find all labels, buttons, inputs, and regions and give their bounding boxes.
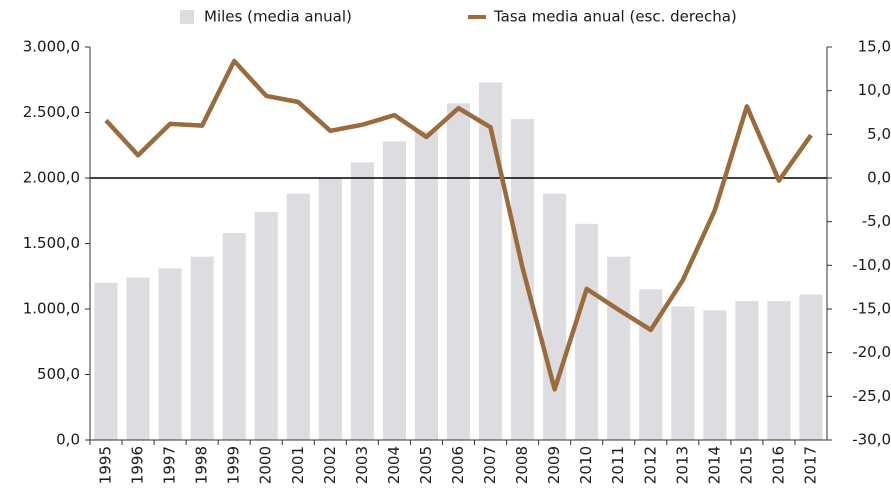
bar: [190, 256, 214, 440]
legend-label: Miles (media anual): [204, 8, 352, 26]
bar: [318, 178, 342, 440]
x-tick-label: 2000: [257, 446, 275, 484]
x-tick-label: 2002: [321, 446, 339, 484]
bar: [703, 310, 727, 440]
x-tick-label: 2004: [385, 446, 403, 484]
bar: [671, 306, 695, 440]
y-tick-label: 0,0: [56, 431, 80, 449]
x-tick-label: 2015: [737, 446, 755, 484]
x-tick-label: 2009: [545, 446, 563, 484]
x-tick-label: 2008: [513, 446, 531, 484]
bar: [543, 193, 567, 440]
x-tick-label: 2001: [289, 446, 307, 484]
bar: [639, 289, 663, 440]
bar: [350, 162, 374, 440]
x-tick-label: 2007: [481, 446, 499, 484]
line: [104, 58, 813, 392]
y2-tick-label: 5,0: [867, 125, 891, 143]
bar: [511, 119, 535, 441]
bar: [158, 268, 182, 440]
bar: [575, 223, 599, 440]
y-tick-label: 2.000,0: [23, 169, 80, 187]
y2-tick-label: -5,0: [862, 212, 891, 230]
x-tick-label: 1995: [97, 446, 115, 484]
y-tick-label: 2.500,0: [23, 103, 80, 121]
bar: [414, 130, 438, 440]
bar: [767, 301, 791, 440]
y2-tick-label: -25,0: [852, 387, 891, 405]
y2-tick-label: 15,0: [858, 38, 891, 56]
bar: [607, 256, 631, 440]
bar: [222, 233, 246, 440]
x-tick-label: 2012: [641, 446, 659, 484]
y2-tick-label: 0,0: [867, 169, 891, 187]
x-tick-label: 2005: [417, 446, 435, 484]
y-tick-label: 3.000,0: [23, 38, 80, 56]
x-tick-label: 1999: [225, 446, 243, 484]
x-tick-label: 2014: [705, 446, 723, 484]
y2-tick-label: -10,0: [852, 256, 891, 274]
x-tick-label: 2010: [577, 446, 595, 484]
bar: [382, 141, 406, 440]
x-tick-label: 2016: [769, 446, 787, 484]
x-tick-label: 2003: [353, 446, 371, 484]
x-tick-label: 2011: [609, 446, 627, 484]
legend-label: Tasa media anual (esc. derecha): [493, 8, 737, 26]
bar: [286, 193, 310, 440]
y-tick-label: 500,0: [37, 365, 80, 383]
legend-swatch: [180, 10, 194, 24]
x-tick-label: 1996: [129, 446, 147, 484]
y-tick-label: 1.500,0: [23, 234, 80, 252]
x-tick-label: 2006: [449, 446, 467, 484]
bar: [126, 277, 150, 440]
y2-tick-label: -20,0: [852, 343, 891, 361]
x-tick-label: 2013: [673, 446, 691, 484]
bar: [446, 103, 471, 440]
x-tick-label: 1997: [161, 446, 179, 484]
x-tick-label: 1998: [193, 446, 211, 484]
y2-tick-label: 10,0: [858, 81, 891, 99]
y2-tick-label: -30,0: [852, 431, 891, 449]
y2-tick-label: -15,0: [852, 300, 891, 318]
bar: [799, 294, 823, 440]
y-tick-label: 1.000,0: [23, 300, 80, 318]
bar: [479, 82, 503, 441]
bar: [94, 282, 118, 440]
x-tick-label: 2017: [801, 446, 819, 484]
bar: [735, 301, 759, 440]
bar: [254, 212, 278, 440]
